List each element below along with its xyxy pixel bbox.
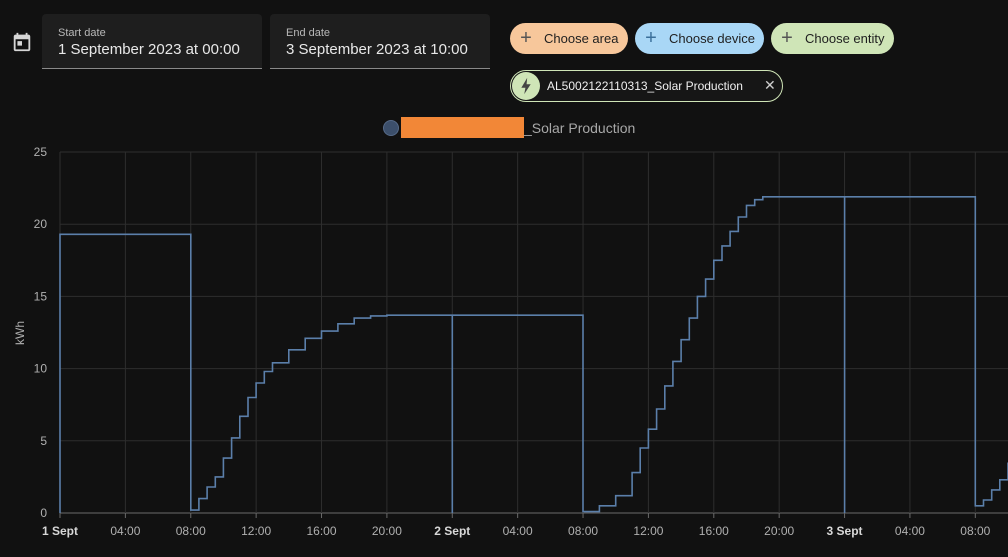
choose-entity-label: Choose entity xyxy=(805,31,885,46)
choose-device-button[interactable]: + Choose device xyxy=(635,23,764,54)
start-date-label: Start date xyxy=(58,27,106,39)
close-icon[interactable]: ✕ xyxy=(764,77,776,93)
x-tick-label: 20:00 xyxy=(372,524,402,538)
x-tick-label: 04:00 xyxy=(110,524,140,538)
x-tick-label: 12:00 xyxy=(633,524,663,538)
choose-area-button[interactable]: + Choose area xyxy=(510,23,628,54)
y-tick-label: 25 xyxy=(34,145,48,159)
series-line xyxy=(59,196,1008,513)
flash-icon xyxy=(512,72,540,100)
legend-series-name[interactable]: _Solar Production xyxy=(524,120,636,136)
legend-series-marker[interactable] xyxy=(383,120,399,136)
x-tick-label: 1 Sept xyxy=(42,524,78,538)
start-date-value: 1 September 2023 at 00:00 xyxy=(58,41,240,58)
end-date-label: End date xyxy=(286,27,331,39)
y-tick-label: 20 xyxy=(34,217,48,231)
x-tick-label: 3 Sept xyxy=(827,524,863,538)
y-tick-label: 0 xyxy=(40,506,47,520)
x-tick-label: 16:00 xyxy=(699,524,729,538)
end-date-value: 3 September 2023 at 10:00 xyxy=(286,41,468,58)
y-tick-label: 5 xyxy=(40,434,47,448)
choose-entity-button[interactable]: + Choose entity xyxy=(771,23,894,54)
y-tick-label: 15 xyxy=(34,289,48,303)
x-tick-label: 08:00 xyxy=(176,524,206,538)
history-chart: 0 5 10 15 20 25 1 Sept 04:00 08:00 12:00 16:00 20:0… xyxy=(13,145,1008,538)
x-tick-label: 04:00 xyxy=(895,524,925,538)
x-tick-label: 04:00 xyxy=(503,524,533,538)
selected-entity-chip[interactable]: AL5002122110313_Solar Production ✕ xyxy=(510,70,783,102)
plus-icon: + xyxy=(520,27,532,49)
x-tick-label: 16:00 xyxy=(307,524,337,538)
choose-device-label: Choose device xyxy=(669,31,755,46)
x-tick-label: 08:00 xyxy=(960,524,990,538)
start-date-field[interactable]: Start date 1 September 2023 at 00:00 xyxy=(42,14,262,69)
plus-icon: + xyxy=(645,27,657,49)
plus-icon: + xyxy=(781,27,793,49)
end-date-field[interactable]: End date 3 September 2023 at 10:00 xyxy=(270,14,490,69)
y-tick-label: 10 xyxy=(34,362,48,376)
choose-area-label: Choose area xyxy=(544,31,619,46)
x-tick-label: 08:00 xyxy=(568,524,598,538)
selected-entity-name: AL5002122110313_Solar Production xyxy=(547,79,743,93)
x-tick-label: 12:00 xyxy=(241,524,271,538)
x-tick-label: 20:00 xyxy=(764,524,794,538)
x-tick-label: 2 Sept xyxy=(434,524,470,538)
redaction-block xyxy=(401,117,524,138)
calendar-icon[interactable] xyxy=(11,31,33,53)
y-axis-label: kWh xyxy=(13,321,27,345)
